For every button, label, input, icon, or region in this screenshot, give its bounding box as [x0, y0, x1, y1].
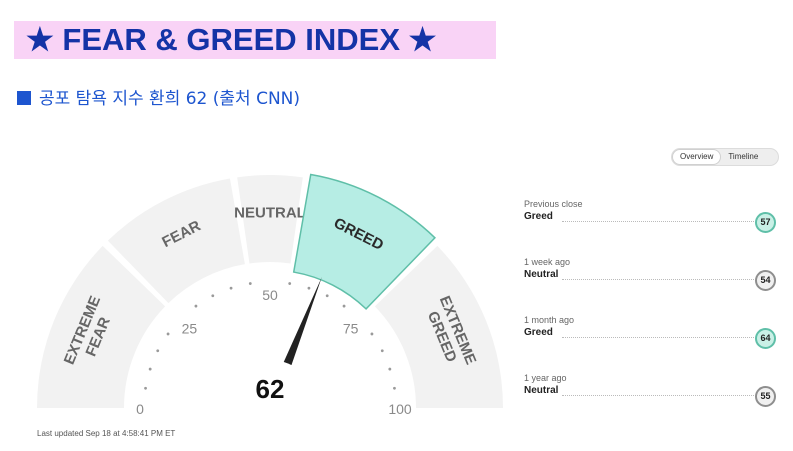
gauge-tick-dot — [342, 304, 346, 308]
gauge-tick-dot — [211, 294, 215, 298]
last-updated: Last updated Sep 18 at 4:58:41 PM ET — [37, 429, 176, 438]
gauge-tick-dot — [325, 294, 329, 298]
history-period: Previous close — [524, 199, 583, 209]
history-score-badge: 54 — [755, 270, 776, 291]
history-item: Previous close Greed 57 — [524, 198, 780, 256]
gauge-hub — [222, 360, 318, 408]
gauge-tick-dot — [166, 332, 170, 336]
gauge-segment — [37, 245, 166, 408]
gauge-tick-dot — [380, 349, 384, 353]
history-rating: Neutral — [524, 269, 559, 280]
history-item: 1 month ago Greed 64 — [524, 314, 780, 372]
gauge-segment-label: NEUTRAL — [234, 205, 306, 222]
gauge-tick-dot — [248, 282, 252, 285]
gauge-tick-dot — [370, 332, 374, 336]
gauge-tick-label: 75 — [343, 320, 359, 336]
gauge-tick-dot — [307, 286, 311, 290]
history-item: 1 year ago Neutral 55 — [524, 372, 780, 430]
fear-greed-gauge: EXTREMEFEARFEARNEUTRALGREEDEXTREMEGREED … — [37, 173, 503, 417]
gauge-tick-dot — [194, 304, 198, 308]
view-toggle: Overview Timeline — [671, 148, 779, 166]
page-title-banner: ★ FEAR & GREED INDEX ★ — [14, 21, 496, 59]
history-period: 1 year ago — [524, 373, 567, 383]
gauge-tick-dot — [156, 349, 160, 353]
history-period: 1 month ago — [524, 315, 575, 325]
dotted-divider — [562, 221, 754, 222]
history-score-badge: 64 — [755, 328, 776, 349]
dotted-divider — [562, 279, 754, 280]
dotted-divider — [562, 395, 754, 396]
history-rating: Greed — [524, 327, 553, 338]
tab-timeline[interactable]: Timeline — [728, 152, 759, 161]
gauge-segment — [237, 175, 303, 264]
subtitle: 공포 탐욕 지수 환희 62 (출처 CNN) — [17, 88, 300, 110]
gauge-tick-label: 50 — [262, 287, 278, 303]
history-score-badge: 55 — [755, 386, 776, 407]
square-bullet-icon — [17, 91, 31, 105]
gauge-tick-label: 0 — [136, 401, 144, 417]
dotted-divider — [562, 337, 754, 338]
history-period: 1 week ago — [524, 257, 571, 267]
history-list: Previous close Greed 57 1 week ago Neutral 54… — [524, 198, 780, 430]
history-rating: Greed — [524, 211, 553, 222]
tab-overview[interactable]: Overview — [672, 149, 722, 165]
gauge-tick-dot — [229, 286, 233, 290]
gauge-tick-dot — [393, 386, 396, 390]
gauge-needle — [280, 276, 322, 373]
gauge-tick-dot — [388, 367, 392, 371]
gauge-tick-label: 100 — [388, 401, 412, 417]
history-item: 1 week ago Neutral 54 — [524, 256, 780, 314]
gauge-tick-dot — [148, 367, 152, 371]
history-score-badge: 57 — [755, 212, 776, 233]
history-rating: Neutral — [524, 385, 559, 396]
gauge-segment — [374, 245, 503, 408]
subtitle-text: 공포 탐욕 지수 환희 62 (출처 CNN) — [39, 89, 301, 109]
gauge-value: 62 — [256, 374, 285, 404]
gauge-segment — [107, 178, 245, 304]
gauge-segment — [292, 173, 436, 310]
gauge-tick-label: 25 — [182, 320, 198, 336]
gauge-tick-dot — [288, 282, 292, 285]
gauge-tick-dot — [144, 386, 147, 390]
